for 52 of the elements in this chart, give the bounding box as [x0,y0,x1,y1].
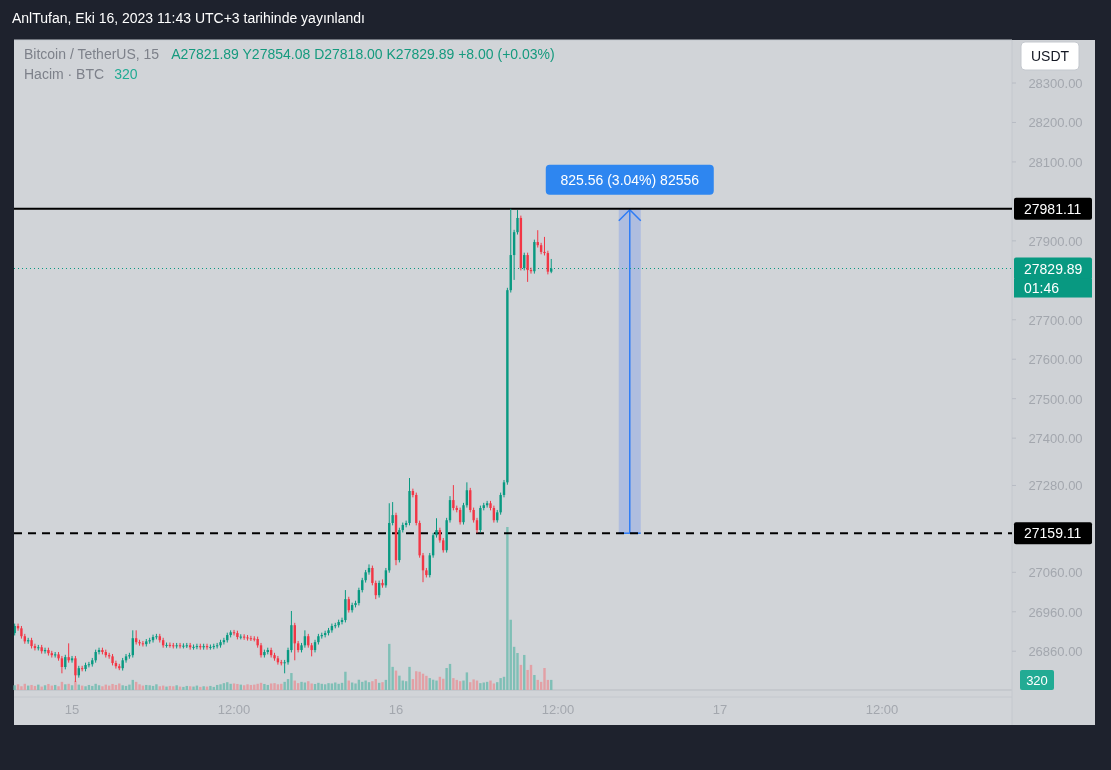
chart-title: Hacim · BTC [24,66,105,82]
annotation: 825.56 (3.04%) 82556 [560,171,700,188]
bar [84,686,87,690]
bar [70,685,74,690]
ref-line-label: 27829.89 [1024,260,1083,277]
bar [398,675,401,690]
bar [128,684,131,690]
bar [242,685,246,690]
bar [489,680,492,690]
bar [74,680,77,690]
bar [97,685,101,690]
bar [499,678,502,690]
bar [138,684,141,690]
annotation: 320 [114,66,138,82]
ref-line-label: 27159.11 [1024,525,1082,542]
bar [290,673,293,690]
bar [273,683,276,690]
bar [435,680,438,690]
bar [246,684,249,690]
bar [57,686,60,690]
text: 01:46 [1024,279,1060,296]
bar [506,527,509,690]
bar [344,671,347,690]
bar [165,686,168,690]
text: A27821.89 Y27854.08 D27818.00 K27829.89 +8.00 (+0.03%) [171,46,555,62]
candlestick [344,589,347,623]
ref-line-label: 27981.11 [1024,200,1082,217]
bar [13,685,16,690]
bar [30,684,33,690]
bar [381,682,384,690]
bar [300,681,303,690]
bar [526,669,529,690]
text: Bitcoin / TetherUS, 15 [24,46,160,62]
bar [219,684,222,690]
bar [192,686,195,690]
bar [111,683,114,690]
bar [445,668,448,690]
candlestick [452,484,455,511]
candlestick [14,623,16,636]
bar [354,683,357,690]
candlestick [87,661,91,668]
candlestick [526,252,529,283]
bar [543,668,546,690]
bar [533,675,536,690]
text: USDT [1030,48,1070,64]
bar [327,683,330,690]
candlestick [479,505,482,533]
candlestick [67,642,70,664]
text: AnlTufan, Eki 16, 2023 11:43 UTC+3 tarihinde yayınlandı [12,10,365,26]
bar [408,666,411,690]
text: 320 [1026,672,1048,688]
bar [43,685,47,690]
